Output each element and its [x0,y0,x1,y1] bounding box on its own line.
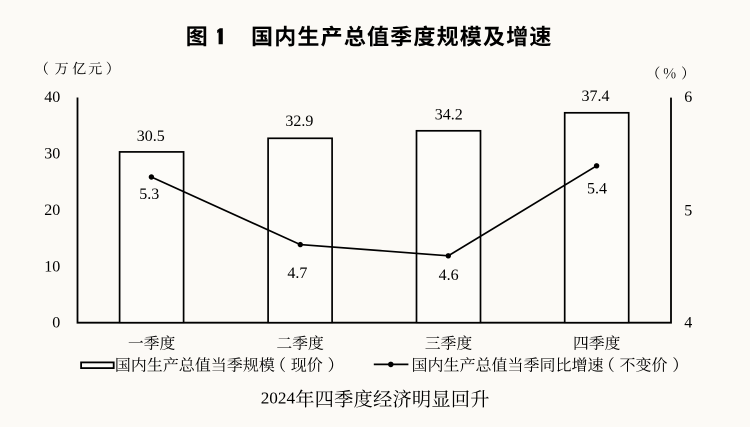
svg-text:10: 10 [44,258,60,275]
svg-text:32.9: 32.9 [285,113,313,130]
svg-text:2024: 2024 [261,389,296,408]
svg-text:6: 6 [684,89,692,106]
svg-text:0: 0 [52,314,60,331]
svg-text:30: 30 [44,146,60,163]
svg-text:4: 4 [684,314,692,331]
svg-text:5.4: 5.4 [587,180,607,197]
svg-text:40: 40 [44,89,60,106]
svg-text:4.7: 4.7 [287,265,307,282]
svg-text:30.5: 30.5 [137,128,165,145]
svg-text:37.4: 37.4 [582,88,610,105]
svg-text:20: 20 [44,202,60,219]
svg-text:4.6: 4.6 [439,267,459,284]
svg-text:34.2: 34.2 [435,106,463,123]
svg-text:5: 5 [684,203,692,220]
svg-text:5.3: 5.3 [139,186,159,203]
